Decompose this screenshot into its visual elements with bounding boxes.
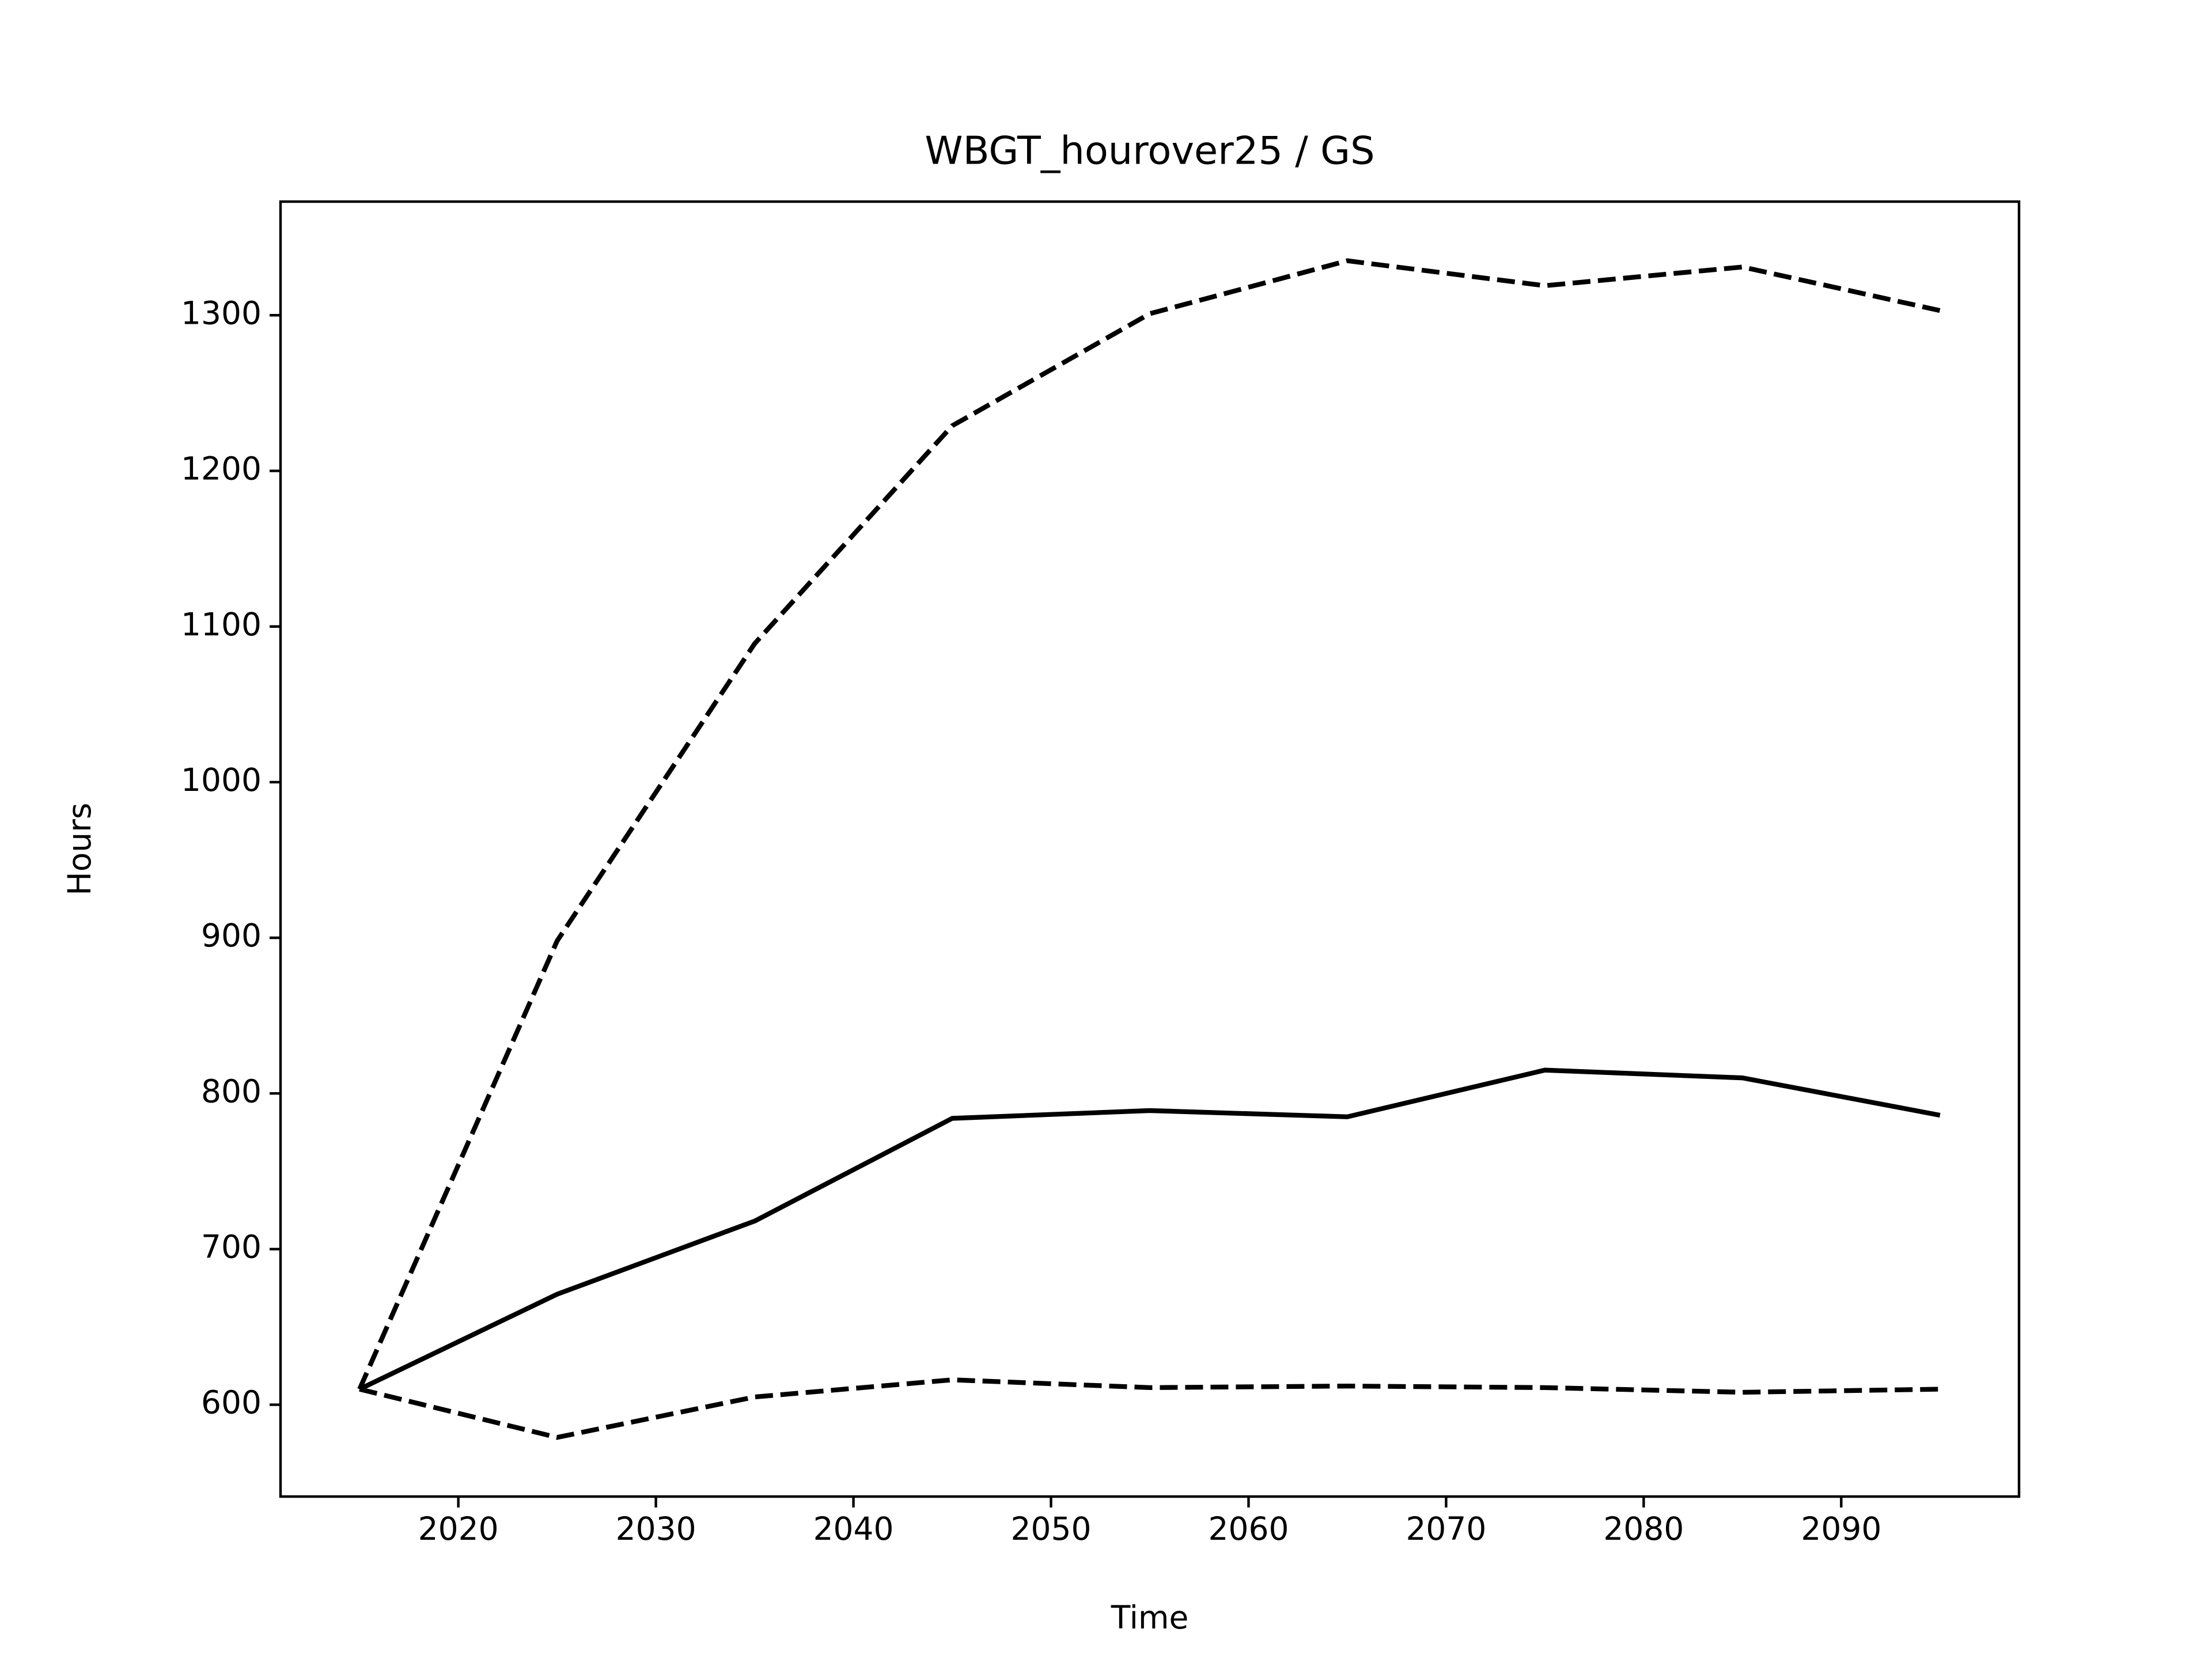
x-tick-label: 2080	[1603, 1510, 1684, 1547]
y-tick-label: 1100	[181, 606, 262, 643]
chart-title: WBGT_hourover25 / GS	[925, 128, 1374, 173]
y-tick-label: 800	[201, 1073, 262, 1109]
y-axis-label: Hours	[61, 802, 98, 895]
y-tick-label: 600	[201, 1384, 262, 1421]
y-tick-label: 900	[201, 917, 262, 954]
x-tick-label: 2070	[1406, 1510, 1486, 1547]
x-tick-label: 2090	[1801, 1510, 1881, 1547]
y-tick-label: 1200	[181, 450, 262, 487]
series-line	[358, 1067, 1941, 1392]
y-tick-label: 1000	[181, 762, 262, 798]
x-tick-label: 2030	[616, 1510, 696, 1547]
x-tick-label: 2060	[1208, 1510, 1289, 1547]
y-tick-label: 1300	[181, 294, 262, 331]
x-axis-label: Time	[1111, 1599, 1189, 1636]
x-tick-label: 2050	[1011, 1510, 1092, 1547]
plot-frame	[279, 200, 2021, 1498]
y-tick-label: 700	[201, 1229, 262, 1266]
series-line	[357, 258, 1941, 1391]
x-tick-label: 2040	[813, 1510, 894, 1547]
series-line	[359, 1377, 1940, 1440]
x-tick-label: 2020	[418, 1510, 499, 1547]
